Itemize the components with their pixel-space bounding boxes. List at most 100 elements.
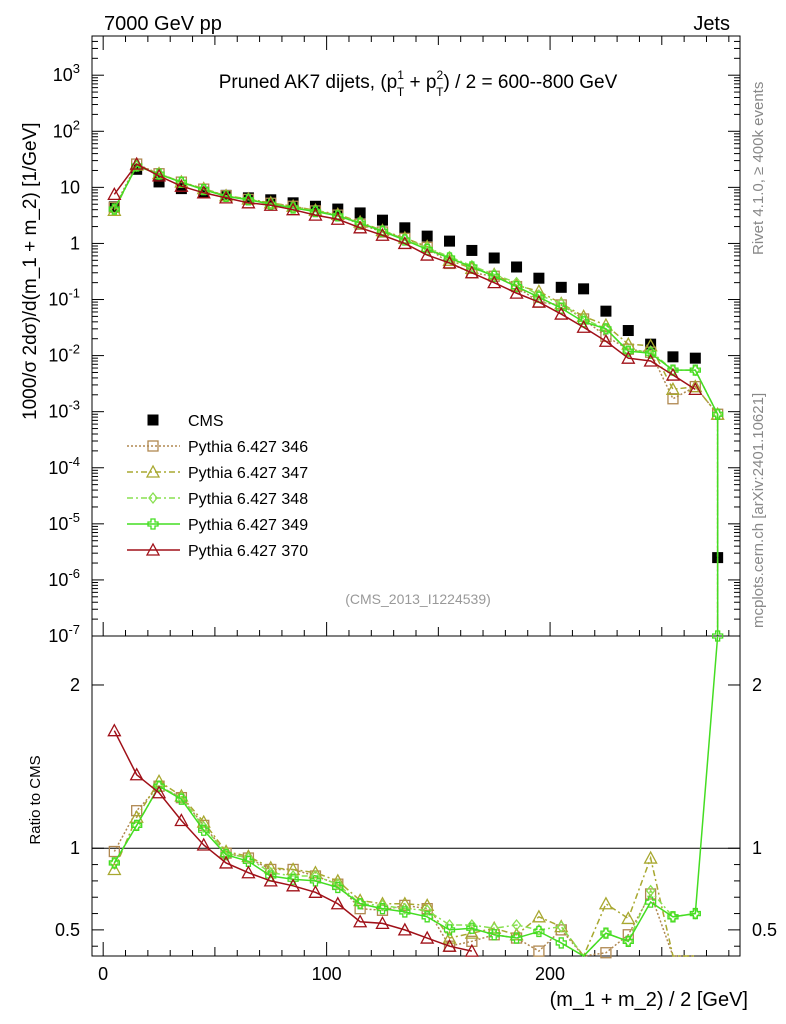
ratio-frame xyxy=(91,635,741,957)
mc-point xyxy=(129,767,144,781)
series-line xyxy=(113,164,719,636)
y-tick-label: 102 xyxy=(53,117,80,141)
data-point xyxy=(175,183,187,195)
y-tick-label: 10-1 xyxy=(48,286,80,310)
mc-point xyxy=(174,178,189,192)
ratio-y-tick-label: 0.5 xyxy=(55,920,80,940)
tick-exponent: -3 xyxy=(68,398,80,413)
x-axis-label: (m_1 + m_2) / 2 [GeV] xyxy=(550,989,748,1011)
series-5 xyxy=(107,156,703,396)
title-text-2: + p xyxy=(404,72,436,93)
tick-exponent: -7 xyxy=(68,622,80,637)
mc-point xyxy=(534,923,544,936)
y-tick-label: 10-4 xyxy=(48,454,80,478)
data-point xyxy=(511,261,523,273)
tick-base: 10 xyxy=(48,402,68,422)
mc-point xyxy=(147,518,159,530)
mc-point xyxy=(712,408,724,420)
mc-point xyxy=(511,918,522,932)
mc-point xyxy=(489,922,500,935)
mc-point xyxy=(399,899,411,912)
ratio-axis: 0.5 0.5 1 1 2 2 0 100 200 xyxy=(55,675,777,984)
tick-exponent: 3 xyxy=(73,61,80,76)
main-title: Pruned AK7 dijets, (p1 T + p2 T) / 2 = 600… xyxy=(219,68,618,99)
mc-point xyxy=(442,255,457,269)
mc-point xyxy=(531,294,546,308)
mc-point xyxy=(534,289,544,302)
mc-point xyxy=(218,855,234,869)
mc-point xyxy=(533,925,545,938)
mc-point xyxy=(600,927,612,939)
title-sub-2: T xyxy=(436,85,444,99)
mc-point xyxy=(108,203,120,215)
mc-point xyxy=(621,350,636,364)
mc-point xyxy=(354,898,366,910)
mc-point xyxy=(241,865,256,879)
mc-point xyxy=(667,393,679,405)
mc-point xyxy=(108,845,120,858)
mc-point xyxy=(148,491,158,505)
mc-point xyxy=(665,382,681,396)
data-point xyxy=(488,252,500,264)
title-sup-1: 1 xyxy=(397,68,404,82)
ratio-y-tick-label: 2 xyxy=(70,675,80,695)
mc-point xyxy=(467,259,477,272)
ratio-series-3 xyxy=(108,630,724,957)
mc-point xyxy=(489,268,500,281)
tick-base: 10 xyxy=(53,65,73,85)
y-tick-label: 10-5 xyxy=(48,510,80,534)
main-series xyxy=(107,156,725,636)
mc-point xyxy=(332,881,344,894)
data-point xyxy=(555,281,567,293)
mc-point xyxy=(555,937,567,949)
mc-point xyxy=(175,793,188,805)
mc-point xyxy=(265,866,276,879)
side-labels: Rivet 4.1.0, ≥ 400k events mcplots.cern.… xyxy=(750,82,767,628)
ratio-y-tick-label-right: 1 xyxy=(752,838,762,858)
title-text-3: ) / 2 = 600--800 GeV xyxy=(444,72,618,93)
mc-point xyxy=(397,922,412,936)
legend-label: Pythia 6.427 348 xyxy=(188,491,308,508)
y-tick-label: 10-6 xyxy=(48,566,80,590)
y-tick-label: 10-7 xyxy=(48,622,80,646)
mc-point xyxy=(578,312,589,326)
legend-label: CMS xyxy=(188,413,224,430)
ratio-y-label: Ratio to CMS xyxy=(27,755,44,844)
tick-exponent: -6 xyxy=(68,566,80,581)
ratio-line xyxy=(113,730,473,952)
ratio-line xyxy=(113,635,719,957)
mc-point xyxy=(643,850,658,864)
mc-point xyxy=(509,927,524,941)
mc-point xyxy=(464,265,479,279)
mc-point xyxy=(309,205,322,218)
mc-point xyxy=(107,187,122,201)
mc-point xyxy=(487,275,502,289)
mc-point xyxy=(147,440,159,452)
mc-point xyxy=(330,211,345,225)
mc-point xyxy=(174,813,189,827)
mc-point xyxy=(421,911,433,923)
mc-point xyxy=(488,929,500,941)
main-y-label: 1000/σ 2dσ)/d(m_1 + m_2) [1/GeV] xyxy=(20,122,41,420)
data-point xyxy=(444,235,456,247)
mc-point xyxy=(667,911,679,923)
ratio-y-tick-label: 1 xyxy=(70,838,80,858)
mc-point xyxy=(107,723,122,737)
mc-point xyxy=(688,379,703,393)
mc-point xyxy=(420,930,435,944)
series-3 xyxy=(109,159,723,636)
data-point xyxy=(578,283,590,295)
mc-point xyxy=(241,195,256,209)
mc-point xyxy=(466,261,478,273)
mc-point xyxy=(309,875,322,887)
mc-point xyxy=(420,898,435,912)
y-tick-label: 10 xyxy=(60,177,80,197)
mc-point xyxy=(598,333,614,347)
tick-exponent: -1 xyxy=(68,286,80,301)
mc-point xyxy=(332,210,344,222)
tick-base: 10 xyxy=(48,458,68,478)
legend-label: Pythia 6.427 349 xyxy=(188,517,308,534)
mc-point xyxy=(399,906,411,918)
ratio-series-4 xyxy=(107,723,479,957)
